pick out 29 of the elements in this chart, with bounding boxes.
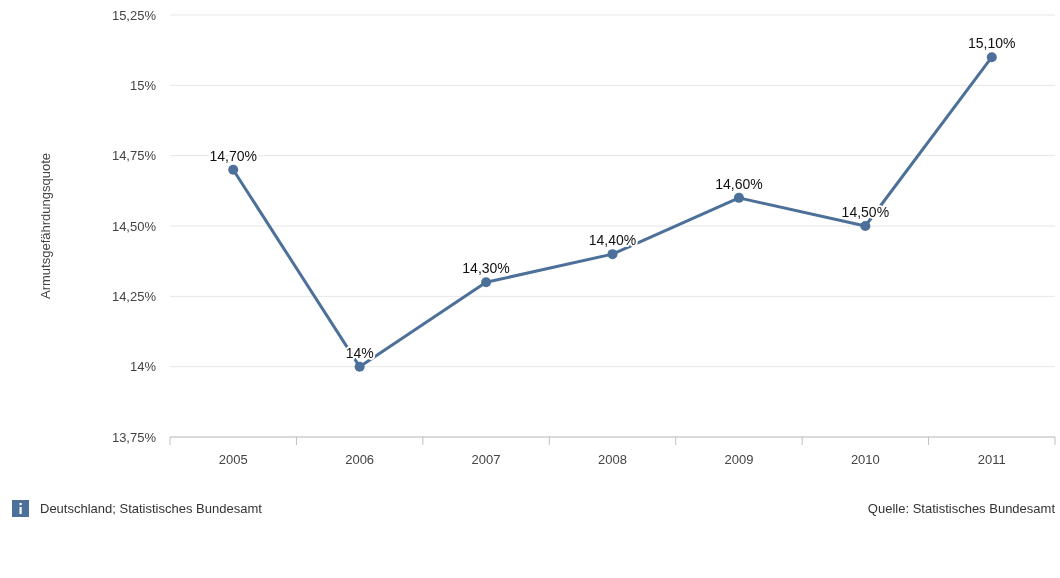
x-tick-label: 2010: [850, 451, 880, 467]
y-axis-title: Armutsgefährdungsquote: [38, 153, 53, 299]
y-tick-label: 15,25%: [111, 7, 157, 23]
point: [481, 277, 492, 288]
source-note: Quelle: Statistisches Bundesamt: [867, 501, 1056, 516]
data-label: 14,70%: [209, 147, 257, 164]
point: [733, 192, 744, 203]
data-label: 14,60%: [715, 175, 763, 192]
text: Deutschland; Statistisches Bundesamt: [40, 501, 263, 516]
point: [986, 52, 997, 63]
y-tick-label: 14%: [129, 359, 157, 375]
y-tick-label: 13,75%: [111, 429, 157, 445]
x-tick-label: 2008: [598, 451, 627, 467]
x-tick-label: 2007: [471, 451, 501, 467]
point: [228, 164, 239, 175]
y-tick-label: 14,25%: [111, 288, 157, 304]
x-tick-label: 2006: [345, 451, 375, 467]
data-label: 14,30%: [462, 260, 510, 277]
data-label: 15,10%: [968, 35, 1016, 52]
y-tick-label: 14,50%: [111, 218, 157, 234]
y-tick-label: 14,75%: [111, 148, 157, 164]
data-label: 14,40%: [588, 232, 637, 249]
point: [354, 361, 365, 372]
x-tick-label: 2005: [218, 451, 248, 467]
x-tick-label: 2009: [724, 451, 754, 467]
y-tick-label: 15%: [129, 77, 157, 93]
point: [607, 249, 618, 260]
x-tick-label: 2011: [977, 451, 1006, 467]
point: [860, 221, 871, 231]
